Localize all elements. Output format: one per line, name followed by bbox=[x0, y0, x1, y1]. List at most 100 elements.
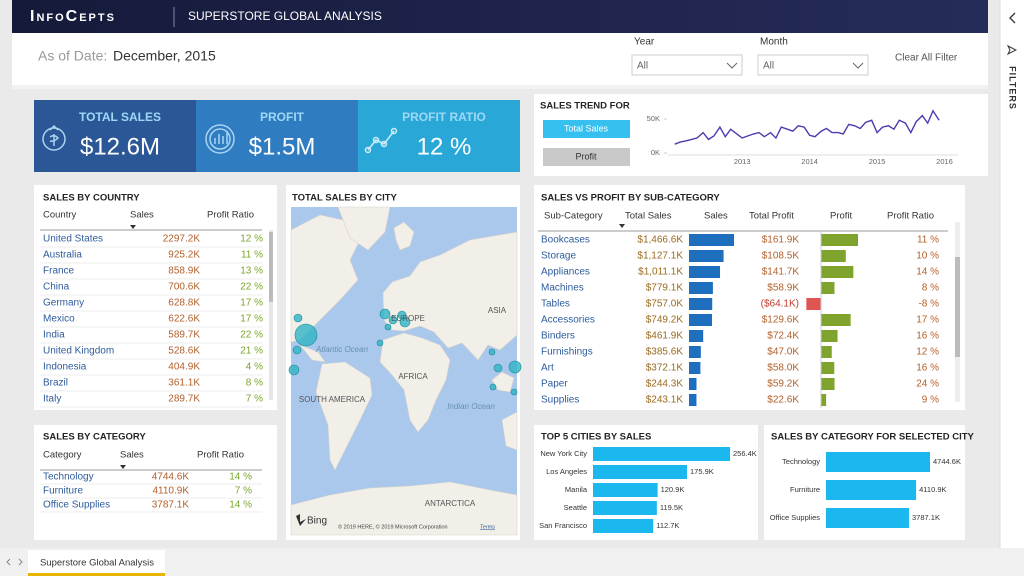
filters-pane-label[interactable]: FILTERS bbox=[1008, 66, 1018, 110]
kpi-tile bbox=[34, 100, 196, 172]
row-name[interactable]: Italy bbox=[43, 394, 61, 405]
column-header[interactable]: Sales bbox=[130, 210, 154, 221]
row-name[interactable]: Machines bbox=[541, 283, 584, 294]
column-header[interactable]: Profit Ratio bbox=[207, 210, 254, 221]
city-bubble[interactable] bbox=[376, 339, 384, 347]
row-name[interactable]: Binders bbox=[541, 331, 575, 342]
column-header[interactable]: Profit Ratio bbox=[197, 450, 244, 461]
city-bubble[interactable] bbox=[397, 310, 407, 320]
row-name[interactable]: Technology bbox=[43, 472, 94, 483]
sort-arrow bbox=[619, 224, 625, 228]
trend-line bbox=[674, 109, 940, 145]
cell: $161.9K bbox=[762, 235, 800, 246]
row-name[interactable]: United States bbox=[43, 234, 103, 245]
cell: $1,127.1K bbox=[637, 251, 683, 262]
row-name[interactable]: Paper bbox=[541, 379, 568, 390]
bar[interactable] bbox=[593, 483, 658, 497]
row-name[interactable]: Mexico bbox=[43, 314, 75, 325]
month-dropdown[interactable]: All bbox=[757, 54, 869, 76]
bar[interactable] bbox=[826, 452, 930, 472]
clear-filter-button[interactable]: Clear All Filter bbox=[895, 53, 958, 64]
column-header[interactable]: Total Profit bbox=[749, 211, 794, 222]
cell: $1,011.1K bbox=[638, 267, 683, 278]
row-name[interactable]: Bookcases bbox=[541, 235, 590, 246]
city-bubble[interactable] bbox=[493, 363, 503, 373]
row-name[interactable]: China bbox=[43, 282, 70, 293]
tab-label[interactable]: Superstore Global Analysis bbox=[40, 558, 154, 569]
profit-bar bbox=[821, 250, 846, 262]
row-name[interactable]: Art bbox=[541, 363, 554, 374]
tab-scroll-right[interactable] bbox=[18, 558, 23, 566]
category-label: San Francisco bbox=[539, 521, 587, 530]
trend-toggle[interactable] bbox=[543, 148, 630, 166]
city-bubble[interactable] bbox=[488, 348, 496, 356]
city-bubble[interactable] bbox=[388, 315, 398, 325]
map-label: SOUTH AMERICA bbox=[299, 395, 366, 404]
x-tick-label: 2014 bbox=[801, 157, 818, 166]
tab[interactable] bbox=[28, 550, 165, 576]
row-name[interactable]: Indonesia bbox=[43, 362, 87, 373]
month-label: Month bbox=[760, 37, 788, 48]
row-name[interactable]: Appliances bbox=[541, 267, 590, 278]
column-header[interactable]: Profit bbox=[830, 211, 853, 222]
panel-title: SALES BY CATEGORY bbox=[43, 432, 146, 443]
trend-toggle-label[interactable]: Profit bbox=[575, 151, 597, 161]
row-name[interactable]: Germany bbox=[43, 298, 84, 309]
bar[interactable] bbox=[826, 480, 917, 500]
column-header[interactable]: Sales bbox=[120, 450, 144, 461]
bar[interactable] bbox=[826, 508, 910, 528]
bar[interactable] bbox=[593, 501, 657, 515]
panel-title: TOTAL SALES BY CITY bbox=[292, 193, 398, 204]
city-bubble[interactable] bbox=[294, 323, 318, 347]
row-name[interactable]: Tables bbox=[541, 299, 570, 310]
column-header[interactable]: Country bbox=[43, 210, 77, 221]
cell: 289.7K bbox=[168, 394, 200, 405]
city-bubble[interactable] bbox=[508, 360, 522, 374]
row-name[interactable]: Australia bbox=[43, 250, 82, 261]
map-terms[interactable]: Terms bbox=[480, 524, 495, 530]
row-name[interactable]: Accessories bbox=[541, 315, 595, 326]
row-name[interactable]: United Kingdom bbox=[43, 346, 114, 357]
dropdown-box[interactable] bbox=[757, 54, 869, 76]
row-name[interactable]: Furnishings bbox=[541, 347, 593, 358]
cell: 528.6K bbox=[168, 346, 200, 357]
tab-scroll-left[interactable] bbox=[6, 558, 11, 566]
row-name[interactable]: Furniture bbox=[43, 486, 83, 497]
trend-toggle[interactable] bbox=[543, 120, 630, 138]
row-name[interactable]: India bbox=[43, 330, 65, 341]
city-bubble[interactable] bbox=[489, 383, 497, 391]
row-name[interactable]: Supplies bbox=[541, 395, 579, 406]
header-bar bbox=[12, 0, 988, 33]
bar[interactable] bbox=[593, 447, 730, 461]
column-header[interactable]: Total Sales bbox=[625, 211, 672, 222]
map-label: AFRICA bbox=[398, 372, 428, 381]
cell: 17 % bbox=[240, 314, 263, 325]
row-name[interactable]: Brazil bbox=[43, 378, 68, 389]
column-header[interactable]: Category bbox=[43, 450, 82, 461]
city-bubble[interactable] bbox=[293, 313, 303, 323]
data-label: 119.5K bbox=[660, 503, 683, 512]
year-dropdown[interactable]: All bbox=[631, 54, 743, 76]
panel bbox=[534, 185, 965, 410]
cell: 9 % bbox=[922, 395, 939, 406]
column-header[interactable]: Profit Ratio bbox=[887, 211, 934, 222]
city-bubble[interactable] bbox=[288, 364, 300, 376]
panel-title: SALES TREND FOR bbox=[540, 101, 630, 112]
bar[interactable] bbox=[593, 465, 687, 479]
trend-toggle-label[interactable]: Total Sales bbox=[564, 123, 609, 133]
city-bubble[interactable] bbox=[292, 345, 302, 355]
city-bubble[interactable] bbox=[384, 323, 392, 331]
column-header[interactable]: Sales bbox=[704, 211, 728, 222]
city-bubble[interactable] bbox=[379, 308, 391, 320]
dropdown-value[interactable]: All bbox=[763, 61, 774, 72]
row-name[interactable]: France bbox=[43, 266, 75, 277]
kpi-label: TOTAL SALES bbox=[79, 110, 161, 124]
dropdown-value[interactable]: All bbox=[637, 61, 648, 72]
collapse-icon[interactable] bbox=[1009, 12, 1016, 24]
column-header[interactable]: Sub-Category bbox=[544, 211, 603, 222]
bar[interactable] bbox=[593, 519, 654, 533]
dropdown-box[interactable] bbox=[631, 54, 743, 76]
city-bubble[interactable] bbox=[510, 388, 518, 396]
row-name[interactable]: Office Supplies bbox=[43, 500, 110, 511]
row-name[interactable]: Storage bbox=[541, 251, 576, 262]
